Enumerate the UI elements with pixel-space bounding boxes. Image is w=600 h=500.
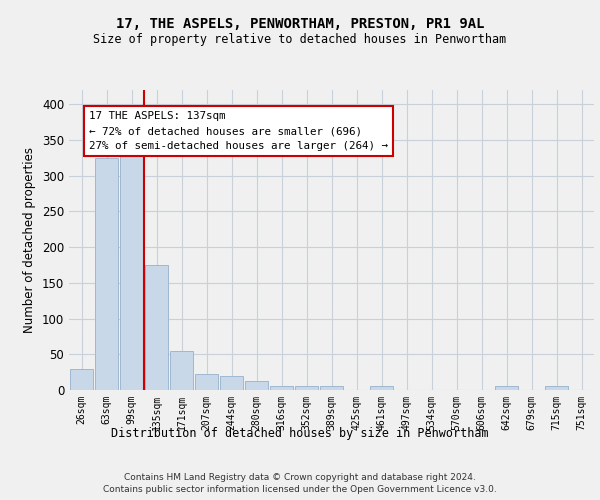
Bar (320, 386, 343, 390)
Text: Contains HM Land Registry data © Crown copyright and database right 2024.: Contains HM Land Registry data © Crown c… (124, 472, 476, 482)
Text: 17, THE ASPELS, PENWORTHAM, PRESTON, PR1 9AL: 17, THE ASPELS, PENWORTHAM, PRESTON, PR1… (116, 18, 484, 32)
Bar (170, 350, 193, 390)
Bar (545, 386, 568, 390)
Bar (95, 158, 118, 390)
Bar (70, 368, 93, 390)
Bar (245, 380, 268, 390)
Bar (270, 386, 293, 390)
Bar (370, 386, 393, 390)
Text: Size of property relative to detached houses in Penwortham: Size of property relative to detached ho… (94, 32, 506, 46)
Bar (195, 374, 218, 390)
Y-axis label: Number of detached properties: Number of detached properties (23, 147, 37, 333)
Bar (495, 386, 518, 390)
Bar (220, 376, 243, 390)
Text: Contains public sector information licensed under the Open Government Licence v3: Contains public sector information licen… (103, 485, 497, 494)
Bar (295, 386, 318, 390)
Bar (120, 150, 143, 390)
Bar (145, 265, 168, 390)
Text: Distribution of detached houses by size in Penwortham: Distribution of detached houses by size … (111, 428, 489, 440)
Text: 17 THE ASPELS: 137sqm
← 72% of detached houses are smaller (696)
27% of semi-det: 17 THE ASPELS: 137sqm ← 72% of detached … (89, 112, 388, 151)
